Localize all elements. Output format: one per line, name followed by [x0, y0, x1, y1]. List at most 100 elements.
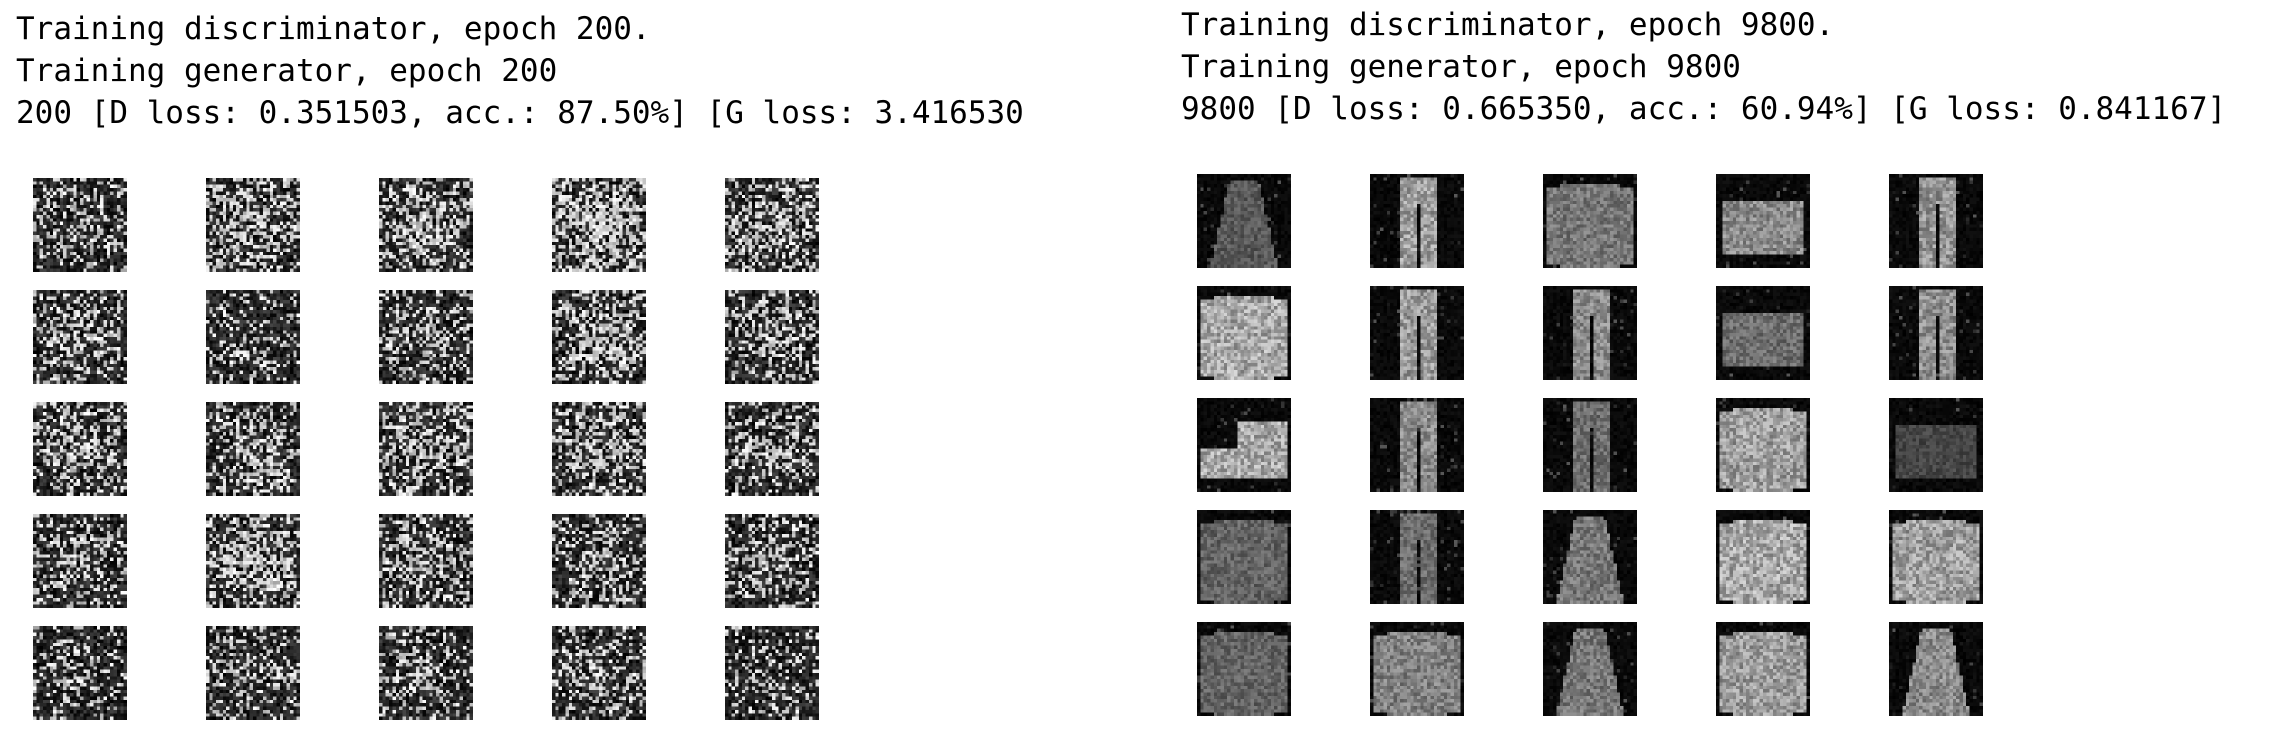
sample-image — [206, 402, 300, 496]
generated-sample — [725, 626, 819, 720]
generated-sample — [1716, 398, 1810, 492]
sample-image — [379, 290, 473, 384]
generated-sample — [1543, 622, 1637, 716]
generated-sample — [33, 178, 127, 272]
generated-sample — [206, 178, 300, 272]
sample-image — [33, 402, 127, 496]
sample-image — [33, 514, 127, 608]
sample-image — [1716, 622, 1810, 716]
generated-sample — [1370, 286, 1464, 380]
sample-image — [33, 290, 127, 384]
log-line-discriminator: Training discriminator, epoch 200. — [16, 11, 651, 47]
generated-samples-grid — [33, 178, 819, 720]
sample-image — [1716, 398, 1810, 492]
sample-image — [1370, 510, 1464, 604]
sample-image — [1716, 510, 1810, 604]
generated-sample — [33, 402, 127, 496]
generated-sample — [1889, 622, 1983, 716]
generated-sample — [206, 626, 300, 720]
sample-image — [1889, 286, 1983, 380]
generated-sample — [1197, 286, 1291, 380]
sample-image — [725, 402, 819, 496]
training-log: Training discriminator, epoch 9800. Train… — [1181, 4, 2226, 130]
generated-sample — [33, 514, 127, 608]
generated-sample — [1370, 174, 1464, 268]
generated-sample — [725, 178, 819, 272]
generated-sample — [725, 290, 819, 384]
generated-sample — [1543, 174, 1637, 268]
sample-image — [1370, 622, 1464, 716]
sample-image — [33, 178, 127, 272]
sample-image — [1197, 174, 1291, 268]
generated-sample — [206, 514, 300, 608]
sample-image — [206, 290, 300, 384]
sample-image — [1370, 286, 1464, 380]
generated-sample — [1716, 174, 1810, 268]
sample-image — [1889, 622, 1983, 716]
generated-sample — [1889, 286, 1983, 380]
sample-image — [1197, 398, 1291, 492]
epoch-9800-panel: Training discriminator, epoch 9800. Train… — [1165, 0, 2271, 730]
generated-sample — [552, 402, 646, 496]
training-log: Training discriminator, epoch 200. Traini… — [16, 8, 1024, 134]
sample-image — [1197, 510, 1291, 604]
generated-sample — [206, 402, 300, 496]
generated-sample — [1543, 510, 1637, 604]
generated-sample — [1543, 398, 1637, 492]
generated-sample — [552, 178, 646, 272]
generated-sample — [206, 290, 300, 384]
generated-sample — [1197, 174, 1291, 268]
generated-sample — [1197, 398, 1291, 492]
sample-image — [206, 178, 300, 272]
generated-sample — [552, 626, 646, 720]
sample-image — [1197, 622, 1291, 716]
generated-sample — [1197, 510, 1291, 604]
generated-sample — [1889, 510, 1983, 604]
sample-image — [552, 626, 646, 720]
generated-sample — [725, 402, 819, 496]
epoch-200-panel: Training discriminator, epoch 200. Traini… — [16, 8, 1024, 720]
sample-image — [1543, 510, 1637, 604]
sample-image — [1716, 286, 1810, 380]
generated-sample — [1370, 510, 1464, 604]
sample-image — [725, 178, 819, 272]
generated-sample — [379, 290, 473, 384]
generated-sample — [1716, 510, 1810, 604]
sample-image — [552, 290, 646, 384]
log-line-discriminator: Training discriminator, epoch 9800. — [1181, 7, 1835, 43]
log-line-losses: 9800 [D loss: 0.665350, acc.: 60.94%] [G… — [1181, 91, 2227, 127]
sample-image — [1370, 174, 1464, 268]
sample-image — [206, 514, 300, 608]
sample-image — [1889, 398, 1983, 492]
generated-sample — [725, 514, 819, 608]
generated-sample — [379, 402, 473, 496]
generated-sample — [1370, 622, 1464, 716]
generated-sample — [1197, 622, 1291, 716]
sample-image — [379, 402, 473, 496]
generated-sample — [33, 626, 127, 720]
generated-sample — [1889, 174, 1983, 268]
sample-image — [725, 626, 819, 720]
generated-sample — [33, 290, 127, 384]
generated-sample — [379, 626, 473, 720]
generated-sample — [379, 178, 473, 272]
sample-image — [1889, 174, 1983, 268]
sample-image — [379, 178, 473, 272]
sample-image — [725, 290, 819, 384]
log-line-generator: Training generator, epoch 9800 — [1181, 49, 1741, 85]
sample-image — [725, 514, 819, 608]
generated-sample — [552, 514, 646, 608]
sample-image — [552, 178, 646, 272]
generated-sample — [1543, 286, 1637, 380]
generated-sample — [379, 514, 473, 608]
sample-image — [1370, 398, 1464, 492]
sample-image — [33, 626, 127, 720]
sample-image — [1543, 174, 1637, 268]
generated-sample — [552, 290, 646, 384]
sample-image — [379, 626, 473, 720]
sample-image — [552, 402, 646, 496]
log-line-generator: Training generator, epoch 200 — [16, 53, 558, 89]
sample-image — [1543, 286, 1637, 380]
generated-sample — [1716, 286, 1810, 380]
log-line-losses: 200 [D loss: 0.351503, acc.: 87.50%] [G … — [16, 95, 1024, 131]
